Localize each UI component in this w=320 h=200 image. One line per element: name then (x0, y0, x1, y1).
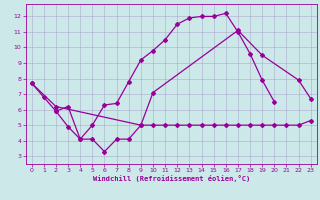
X-axis label: Windchill (Refroidissement éolien,°C): Windchill (Refroidissement éolien,°C) (92, 175, 250, 182)
